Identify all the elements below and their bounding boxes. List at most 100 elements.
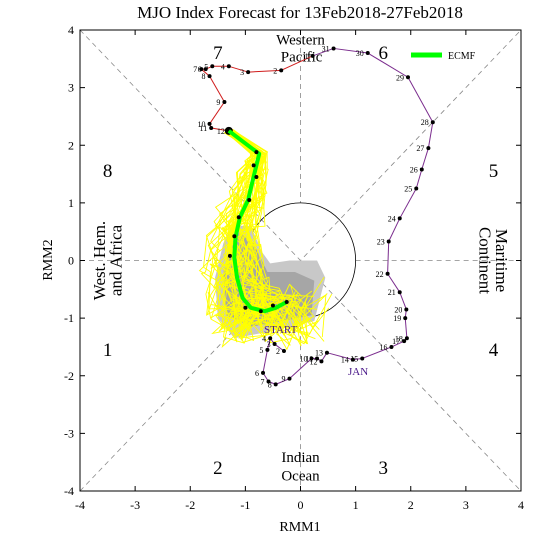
- x-tick-label: -3: [130, 498, 140, 512]
- region-top-line1: Western: [276, 32, 325, 48]
- y-tick-label: 0: [68, 254, 74, 268]
- observed-segment: [228, 65, 249, 73]
- y-axis-label: RMM2: [41, 239, 56, 280]
- observed-point: [210, 64, 215, 69]
- observed-day-label: 16: [379, 343, 387, 352]
- phase-label: 2: [213, 458, 223, 479]
- observed-day-label: 8: [202, 72, 206, 81]
- phase-label: 7: [213, 43, 223, 64]
- observed-segment: [387, 273, 401, 293]
- observed-segment: [275, 378, 290, 385]
- x-tick-label: -4: [75, 498, 85, 512]
- observed-day-label: 18: [395, 334, 403, 343]
- x-tick-label: 0: [298, 498, 304, 512]
- region-right-line2: Continent: [476, 227, 495, 294]
- observed-point: [402, 339, 407, 344]
- region-right-line1: Maritime: [492, 229, 511, 292]
- observed-segment: [248, 69, 282, 73]
- ensemble-member-line: [230, 131, 315, 325]
- x-tick-label: 2: [408, 498, 414, 512]
- y-tick-label: -2: [64, 369, 74, 383]
- observed-segment: [209, 75, 225, 103]
- phase-label: 3: [378, 458, 388, 479]
- observed-point: [419, 167, 424, 172]
- observed-point: [430, 120, 435, 125]
- observed-segment: [399, 188, 417, 219]
- observed-point: [273, 382, 278, 387]
- observed-day-label: 25: [404, 184, 412, 193]
- observed-segment: [326, 352, 353, 361]
- ensemble-member-line: [232, 131, 330, 329]
- region-bottom-line1: Indian: [281, 450, 320, 466]
- observed-point: [397, 216, 402, 221]
- forecast-point: [254, 174, 259, 179]
- observed-segment: [391, 340, 405, 348]
- observed-day-label: 4: [262, 334, 266, 343]
- legend-label: ECMF: [448, 51, 476, 62]
- observed-segment: [387, 241, 390, 274]
- observed-point: [310, 53, 315, 58]
- phase-label: 1: [103, 340, 113, 361]
- observed-day-label: 3: [267, 340, 271, 349]
- observed-day-label: 31: [322, 44, 330, 53]
- month-label: JAN: [348, 366, 368, 378]
- forecast-point: [254, 150, 259, 155]
- observed-point: [309, 356, 314, 361]
- y-tick-label: -3: [64, 426, 74, 440]
- observed-segment: [280, 55, 313, 71]
- observed-point: [403, 316, 408, 321]
- observed-day-label: 30: [356, 49, 364, 58]
- observed-day-label: 20: [394, 305, 402, 314]
- forecast-point: [270, 303, 275, 308]
- ensemble-member-line: [209, 132, 286, 338]
- x-tick-label: 1: [353, 498, 359, 512]
- observed-point: [315, 356, 320, 361]
- y-tick-label: 1: [68, 196, 74, 210]
- observed-day-label: 10: [198, 120, 206, 129]
- observed-point: [397, 290, 402, 295]
- observed-day-label: 13: [315, 349, 323, 358]
- phase-label: 5: [489, 161, 499, 182]
- region-top-line2: Pacific: [281, 50, 323, 66]
- start-label: START: [264, 324, 298, 336]
- observed-point: [331, 46, 336, 51]
- observed-point: [389, 344, 394, 349]
- observed-day-label: 14: [341, 356, 349, 365]
- y-tick-label: -4: [64, 484, 74, 498]
- observed-day-label: 3: [240, 68, 244, 77]
- forecast-point: [251, 163, 256, 168]
- observed-day-label: 21: [388, 288, 396, 297]
- observed-point: [199, 67, 204, 72]
- observed-segment: [312, 47, 334, 57]
- observed-segment: [362, 346, 392, 359]
- observed-day-label: 11: [305, 354, 313, 363]
- x-tick-label: -2: [185, 498, 195, 512]
- observed-day-label: 12: [309, 357, 317, 366]
- observed-segment: [262, 349, 268, 373]
- observed-point: [209, 125, 214, 130]
- forecast-point: [243, 305, 248, 310]
- x-tick-label: -1: [240, 498, 250, 512]
- observed-point: [385, 271, 390, 276]
- observed-point: [386, 239, 391, 244]
- forecast-mean-track: [227, 129, 289, 314]
- observed-point: [324, 350, 329, 355]
- legend: ECMF: [411, 51, 476, 62]
- observed-segment: [407, 77, 434, 123]
- observed-point: [287, 376, 292, 381]
- observed-point: [268, 336, 273, 341]
- observed-point: [365, 51, 370, 56]
- forecast-point: [227, 253, 232, 258]
- observed-day-label: 4: [221, 62, 225, 71]
- observed-segment: [209, 101, 225, 125]
- observed-point: [222, 100, 227, 105]
- ensemble-member-line: [205, 131, 256, 328]
- y-tick-label: -1: [64, 311, 74, 325]
- observed-segment: [289, 358, 312, 380]
- observed-day-label: 23: [377, 237, 385, 246]
- observed-point: [266, 379, 271, 384]
- observed-day-label: 17: [392, 337, 400, 346]
- observed-day-label: 7: [193, 65, 197, 74]
- observed-day-label: 12: [217, 127, 225, 136]
